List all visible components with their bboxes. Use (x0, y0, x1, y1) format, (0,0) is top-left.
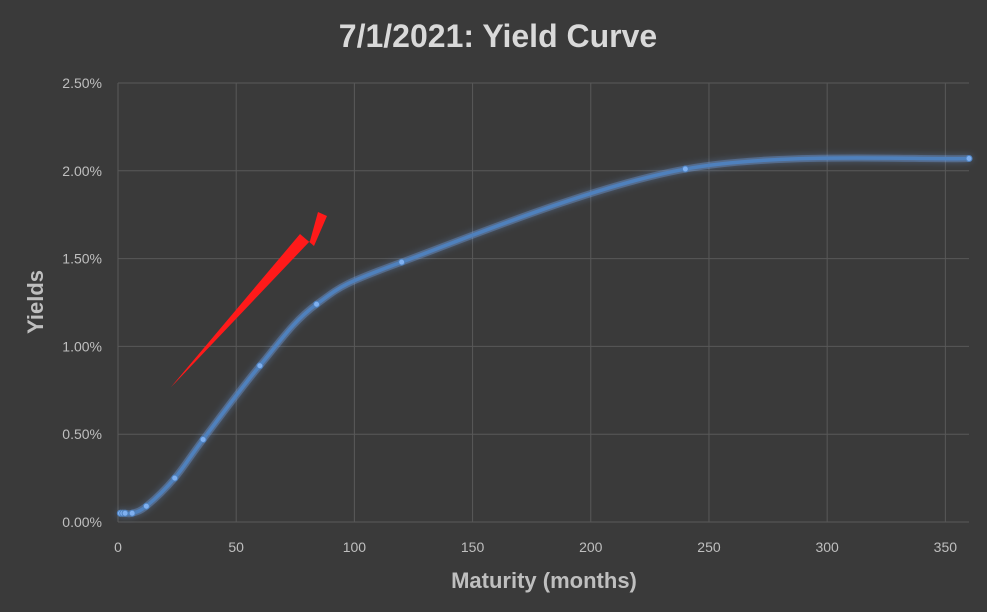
x-axis-tick-labels: 0 50 100 150 200 250 300 350 (114, 539, 957, 555)
x-tick-label: 200 (579, 539, 603, 555)
data-point (128, 509, 136, 517)
x-tick-label: 150 (461, 539, 485, 555)
data-point (256, 362, 264, 370)
series-yields (116, 154, 973, 518)
x-tick-label: 0 (114, 539, 122, 555)
data-point (681, 165, 689, 173)
x-tick-label: 100 (343, 539, 367, 555)
y-tick-label: 0.50% (62, 426, 102, 442)
data-point (121, 509, 129, 517)
y-tick-label: 2.00% (62, 163, 102, 179)
y-axis-title: Yields (23, 270, 48, 334)
data-point (398, 258, 406, 266)
arrow-icon (171, 212, 327, 387)
data-point (199, 435, 207, 443)
y-axis-tick-labels: 0.00% 0.50% 1.00% 1.50% 2.00% 2.50% (62, 75, 102, 530)
x-axis-title: Maturity (months) (451, 568, 637, 593)
x-tick-label: 250 (697, 539, 721, 555)
series-line-glow (116, 154, 973, 518)
x-tick-label: 50 (228, 539, 244, 555)
y-tick-label: 0.00% (62, 514, 102, 530)
x-tick-label: 350 (934, 539, 958, 555)
data-point (965, 155, 973, 163)
data-point (171, 474, 179, 482)
chart-title: 7/1/2021: Yield Curve (339, 18, 657, 54)
gridlines (117, 82, 969, 523)
red-arrow-annotation (171, 212, 327, 387)
x-tick-label: 300 (815, 539, 839, 555)
data-point (142, 502, 150, 510)
y-tick-label: 1.50% (62, 251, 102, 267)
y-tick-label: 2.50% (62, 75, 102, 91)
y-tick-label: 1.00% (62, 338, 102, 354)
data-point (313, 300, 321, 308)
